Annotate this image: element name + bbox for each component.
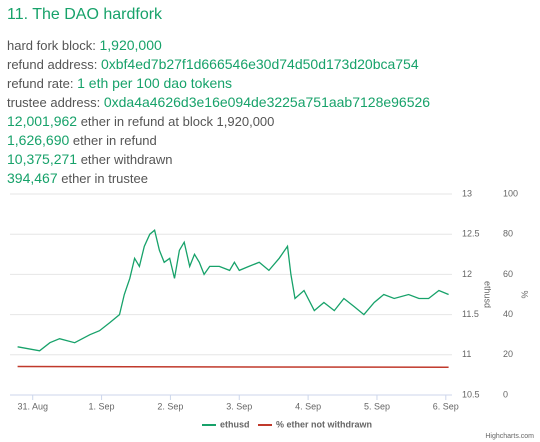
fact-label: trustee address: bbox=[7, 95, 101, 110]
x-tick-label: 5. Sep bbox=[364, 401, 390, 411]
fact-label: hard fork block: bbox=[7, 38, 96, 53]
title: 11. The DAO hardfork bbox=[7, 6, 163, 23]
fact-value: 0xbf4ed7b27f1d666546e30d74d50d173d20bca7… bbox=[100, 56, 419, 72]
total-label: ether in refund bbox=[72, 133, 157, 148]
y2-tick-label: 100 bbox=[503, 188, 518, 198]
total-label: ether withdrawn bbox=[80, 152, 173, 167]
y-tick-label: 12 bbox=[462, 269, 472, 279]
x-tick-label: 2. Sep bbox=[157, 401, 183, 411]
fact-row: refund address: 0xbf4ed7b27f1d666546e30d… bbox=[7, 55, 537, 74]
y2-tick-label: 60 bbox=[503, 269, 513, 279]
y-tick-label: 11 bbox=[462, 349, 471, 359]
info-panel: 11. The DAO hardfork hard fork block: 1,… bbox=[7, 6, 537, 188]
y-tick-label: 13 bbox=[462, 188, 472, 198]
line-series bbox=[17, 229, 449, 352]
x-tick-label: 4. Sep bbox=[295, 401, 321, 411]
fact-label: refund address: bbox=[7, 57, 98, 72]
facts: hard fork block: 1,920,000 refund address… bbox=[7, 36, 537, 188]
fact-row: 394,467 ether in trustee bbox=[7, 169, 537, 188]
fact-row: hard fork block: 1,920,000 bbox=[7, 36, 537, 55]
fact-label: refund rate: bbox=[7, 76, 74, 91]
line-series bbox=[17, 365, 449, 369]
fact-value: 1,920,000 bbox=[99, 37, 162, 53]
total-value: 394,467 bbox=[7, 170, 58, 186]
credit: Highcharts.com bbox=[485, 433, 534, 440]
fact-row: trustee address: 0xda4a4626d3e16e094de32… bbox=[7, 93, 537, 112]
fact-row: refund rate: 1 eth per 100 dao tokens bbox=[7, 74, 537, 93]
x-tick-label: 1. Sep bbox=[89, 401, 115, 411]
fact-value: 0xda4a4626d3e16e094de3225a751aab7128e965… bbox=[103, 94, 431, 110]
y2-tick-label: 80 bbox=[503, 229, 513, 239]
y-axis-title: ethusd bbox=[483, 281, 493, 308]
y-tick-label: 11.5 bbox=[462, 309, 479, 319]
total-value: 12,001,962 bbox=[7, 113, 78, 129]
fact-value: 1 eth per 100 dao tokens bbox=[77, 75, 233, 91]
y2-tick-label: 20 bbox=[503, 349, 513, 359]
x-tick-label: 6. Sep bbox=[433, 401, 459, 411]
legend-label[interactable]: % ether not withdrawn bbox=[276, 419, 372, 429]
y2-tick-label: 0 bbox=[503, 389, 508, 399]
y2-tick-label: 40 bbox=[503, 309, 513, 319]
x-tick-label: 31. Aug bbox=[17, 401, 48, 411]
total-label: ether in refund at block 1,920,000 bbox=[80, 114, 275, 129]
total-label: ether in trustee bbox=[61, 171, 148, 186]
y-tick-label: 10.5 bbox=[462, 389, 480, 399]
fact-row: 1,626,690 ether in refund bbox=[7, 131, 537, 150]
x-tick-label: 3. Sep bbox=[226, 401, 252, 411]
fact-row: 10,375,271 ether withdrawn bbox=[7, 150, 537, 169]
legend-label[interactable]: ethusd bbox=[220, 419, 250, 429]
y2-axis-title: % bbox=[520, 290, 530, 298]
fact-row: 12,001,962 ether in refund at block 1,92… bbox=[7, 112, 537, 131]
y-tick-label: 12.5 bbox=[462, 229, 480, 239]
total-value: 10,375,271 bbox=[7, 151, 78, 167]
total-value: 1,626,690 bbox=[7, 132, 70, 148]
